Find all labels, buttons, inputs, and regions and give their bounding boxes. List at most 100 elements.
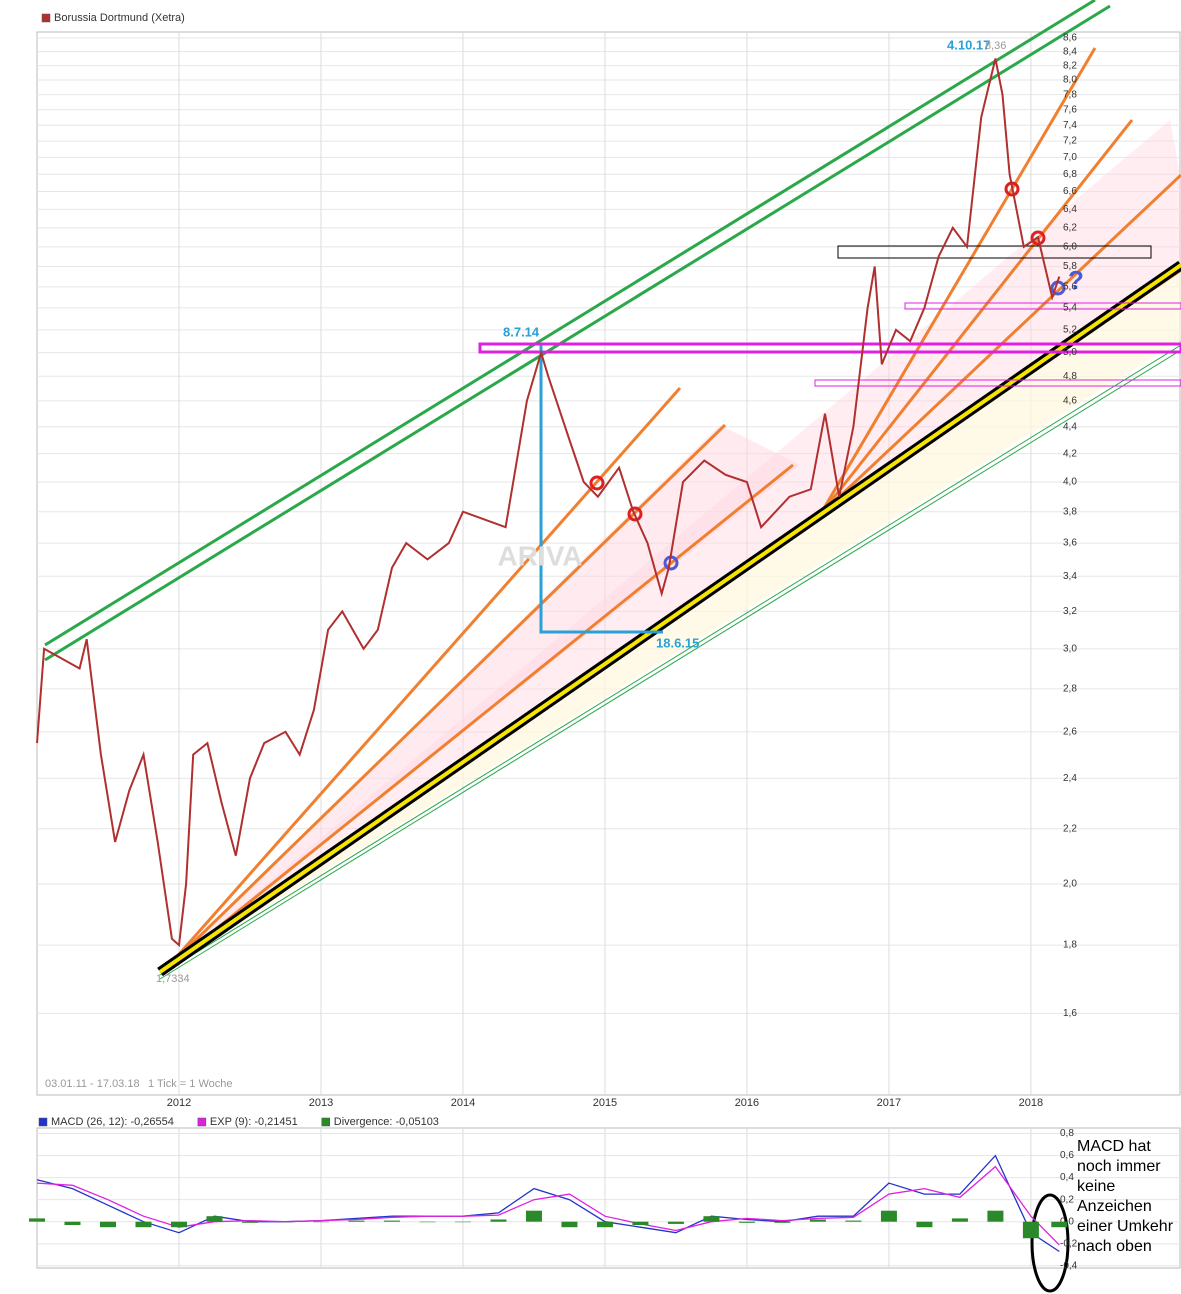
support-line bbox=[158, 263, 1181, 974]
y-tick-label: 4,8 bbox=[1063, 371, 1077, 382]
annotation: 03.01.11 - 17.03.18 bbox=[45, 1078, 140, 1090]
resistance-zone bbox=[814, 379, 1181, 387]
legend-swatch bbox=[197, 1117, 207, 1127]
divergence-bar bbox=[99, 1221, 116, 1228]
annotation: 8,36 bbox=[985, 40, 1006, 52]
trend-line bbox=[44, 4, 1111, 662]
y-tick-label: 8,4 bbox=[1063, 46, 1077, 57]
divergence-bar bbox=[170, 1221, 187, 1228]
divergence-bar bbox=[277, 1221, 294, 1223]
divergence-bar bbox=[632, 1221, 649, 1226]
fan-shade bbox=[165, 425, 800, 970]
y-tick-label: 6,4 bbox=[1063, 204, 1077, 215]
trend-line bbox=[159, 344, 1181, 976]
y-tick-label: 2,0 bbox=[1063, 879, 1077, 890]
y-tick-label: 0,6 bbox=[1060, 1150, 1074, 1161]
y-tick-label: 7,2 bbox=[1063, 136, 1077, 147]
y-tick-label: 1,8 bbox=[1063, 940, 1077, 951]
y-tick-label: 6,8 bbox=[1063, 169, 1077, 180]
divergence-bar bbox=[774, 1221, 791, 1223]
y-tick-label: 6,6 bbox=[1063, 186, 1077, 197]
y-tick-label: 6,2 bbox=[1063, 222, 1077, 233]
y-tick-label: 4,0 bbox=[1063, 477, 1077, 488]
divergence-bar bbox=[596, 1221, 613, 1228]
y-tick-label: 7,8 bbox=[1063, 89, 1077, 100]
x-tick-label: 2014 bbox=[451, 1097, 475, 1109]
y-tick-label: 4,4 bbox=[1063, 421, 1077, 432]
divergence-bar bbox=[312, 1221, 329, 1223]
y-tick-label: 8,2 bbox=[1063, 60, 1077, 71]
y-tick-label: -0,2 bbox=[1060, 1238, 1078, 1249]
y-tick-label: 7,0 bbox=[1063, 152, 1077, 163]
channel-lines bbox=[44, 0, 1181, 980]
divergence-bar bbox=[738, 1221, 755, 1223]
divergence-bar bbox=[916, 1221, 933, 1228]
divergence-bar bbox=[525, 1210, 542, 1222]
y-tick-label: 3,0 bbox=[1063, 643, 1077, 654]
divergence-bar bbox=[951, 1218, 968, 1222]
divergence-bar bbox=[1051, 1221, 1068, 1228]
legend-swatch bbox=[41, 13, 51, 23]
resistance-zone bbox=[478, 342, 1181, 354]
annotation: 1,7334 bbox=[156, 973, 190, 985]
y-tick-label: 7,4 bbox=[1063, 120, 1077, 131]
y-tick-label: 2,6 bbox=[1063, 726, 1077, 737]
y-tick-label: 3,4 bbox=[1063, 571, 1077, 582]
y-tick-label: 2,8 bbox=[1063, 683, 1077, 694]
y-tick-label: 5,8 bbox=[1063, 261, 1077, 272]
y-tick-label: 3,2 bbox=[1063, 606, 1077, 617]
annotation: 1 Tick = 1 Woche bbox=[148, 1078, 232, 1090]
resistance-zone bbox=[904, 302, 1181, 310]
legend-label: MACD (26, 12): -0,26554 bbox=[51, 1116, 174, 1128]
divergence-bar bbox=[241, 1221, 258, 1223]
fan-line bbox=[818, 47, 1097, 516]
macd-frame bbox=[36, 1127, 1181, 1269]
x-tick-label: 2016 bbox=[735, 1097, 759, 1109]
divergence-bar bbox=[135, 1221, 152, 1228]
fan-line bbox=[163, 387, 682, 971]
y-tick-label: 2,4 bbox=[1063, 773, 1077, 784]
y-tick-label: 6,0 bbox=[1063, 241, 1077, 252]
annotation: 18.6.15 bbox=[656, 635, 699, 650]
divergence-bar bbox=[206, 1216, 223, 1222]
series-line bbox=[36, 1154, 1060, 1253]
divergence-bar bbox=[348, 1220, 365, 1222]
x-tick-label: 2015 bbox=[593, 1097, 617, 1109]
divergence-bar bbox=[383, 1220, 400, 1222]
legend-swatch bbox=[321, 1117, 330, 1127]
legend-swatch bbox=[38, 1117, 48, 1127]
divergence-bar bbox=[1022, 1221, 1039, 1239]
divergence-bar bbox=[29, 1218, 45, 1222]
y-tick-label: 2,2 bbox=[1063, 823, 1077, 834]
trend-line bbox=[159, 349, 1181, 980]
annotation: 8.7.14 bbox=[503, 324, 540, 339]
legend-label: Borussia Dortmund (Xetra) bbox=[54, 12, 185, 24]
series-line bbox=[36, 1165, 1060, 1246]
legend-label: Divergence: -0,05103 bbox=[334, 1116, 439, 1128]
x-tick-label: 2012 bbox=[167, 1097, 191, 1109]
y-tick-label: 8,6 bbox=[1063, 33, 1077, 44]
x-tick-label: 2017 bbox=[877, 1097, 901, 1109]
y-tick-label: 5,0 bbox=[1063, 347, 1077, 358]
neckline-box bbox=[837, 245, 1152, 259]
highlight-ellipse bbox=[1030, 1193, 1070, 1293]
x-tick-label: 2013 bbox=[309, 1097, 333, 1109]
y-tick-label: 8,0 bbox=[1063, 75, 1077, 86]
annotation: 4.10.17 bbox=[947, 37, 990, 52]
divergence-bar bbox=[64, 1221, 81, 1226]
y-tick-label: 3,8 bbox=[1063, 506, 1077, 517]
y-tick-label: 5,2 bbox=[1063, 324, 1077, 335]
divergence-bar bbox=[880, 1210, 897, 1222]
divergence-bar bbox=[667, 1221, 684, 1224]
series-line bbox=[36, 58, 1061, 948]
fan-line bbox=[163, 423, 727, 972]
annotation: ? bbox=[1068, 265, 1084, 295]
x-tick-label: 2018 bbox=[1019, 1097, 1043, 1109]
y-tick-label: 7,6 bbox=[1063, 104, 1077, 115]
sell-signal bbox=[589, 475, 605, 491]
divergence-bar bbox=[703, 1216, 720, 1222]
y-tick-label: 0,8 bbox=[1060, 1128, 1074, 1139]
divergence-bar bbox=[561, 1221, 578, 1228]
